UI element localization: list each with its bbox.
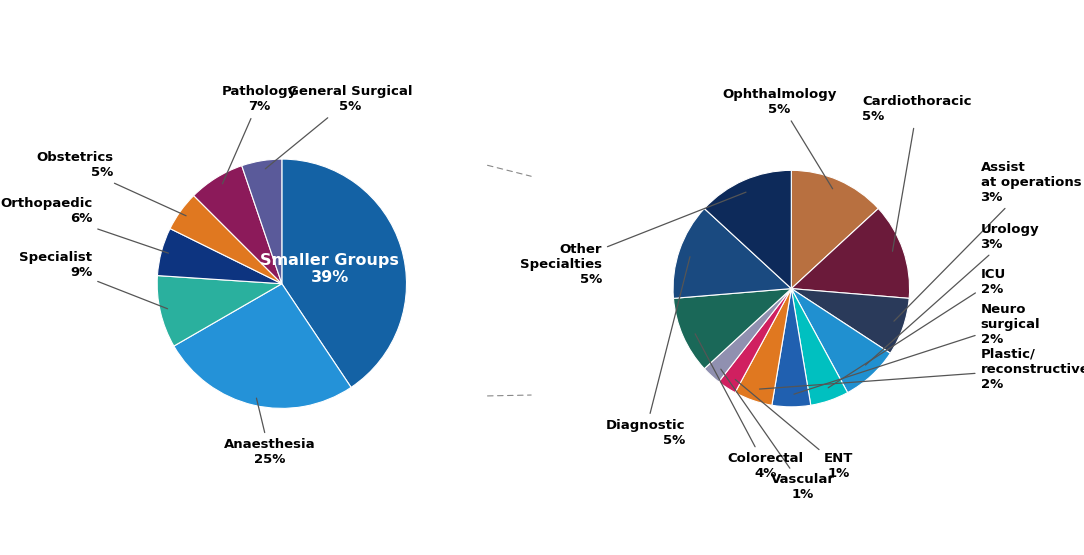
Wedge shape [673, 289, 791, 369]
Text: Neuro
surgical
2%: Neuro surgical 2% [793, 302, 1041, 394]
Wedge shape [705, 289, 791, 382]
Wedge shape [194, 166, 282, 284]
Text: Vascular
1%: Vascular 1% [721, 369, 835, 501]
Text: ENT
1%: ENT 1% [735, 380, 853, 480]
Wedge shape [173, 284, 351, 408]
Wedge shape [673, 209, 791, 299]
Text: Specialist
9%: Specialist 9% [20, 251, 168, 309]
Wedge shape [791, 289, 890, 392]
Text: Plastic/
reconstructive
2%: Plastic/ reconstructive 2% [760, 347, 1084, 391]
Wedge shape [719, 289, 791, 392]
Text: Assist
at operations
3%: Assist at operations 3% [894, 160, 1081, 321]
Wedge shape [157, 229, 282, 284]
Wedge shape [170, 195, 282, 284]
Text: Diagnostic
5%: Diagnostic 5% [605, 257, 691, 447]
Wedge shape [157, 276, 282, 346]
Text: ICU
2%: ICU 2% [828, 268, 1006, 388]
Wedge shape [282, 159, 406, 387]
Text: Anaesthesia
25%: Anaesthesia 25% [223, 398, 315, 466]
Text: Orthopaedic
6%: Orthopaedic 6% [0, 198, 168, 253]
Text: Smaller Groups
39%: Smaller Groups 39% [260, 253, 399, 285]
Wedge shape [791, 289, 909, 354]
Wedge shape [735, 289, 791, 405]
Text: Obstetrics
5%: Obstetrics 5% [37, 152, 186, 216]
Text: Urology
3%: Urology 3% [865, 223, 1040, 365]
Wedge shape [791, 289, 848, 405]
Wedge shape [705, 170, 791, 289]
Wedge shape [791, 170, 878, 289]
Text: General Surgical
5%: General Surgical 5% [266, 85, 413, 169]
Text: Other
Specialties
5%: Other Specialties 5% [520, 192, 746, 286]
Text: Ophthalmology
5%: Ophthalmology 5% [722, 88, 837, 189]
Wedge shape [791, 209, 909, 299]
Text: Pathology
7%: Pathology 7% [222, 85, 297, 184]
Wedge shape [242, 159, 282, 284]
Text: Cardiothoracic
5%: Cardiothoracic 5% [862, 95, 971, 251]
Wedge shape [772, 289, 811, 407]
Text: Colorectal
4%: Colorectal 4% [695, 334, 803, 480]
